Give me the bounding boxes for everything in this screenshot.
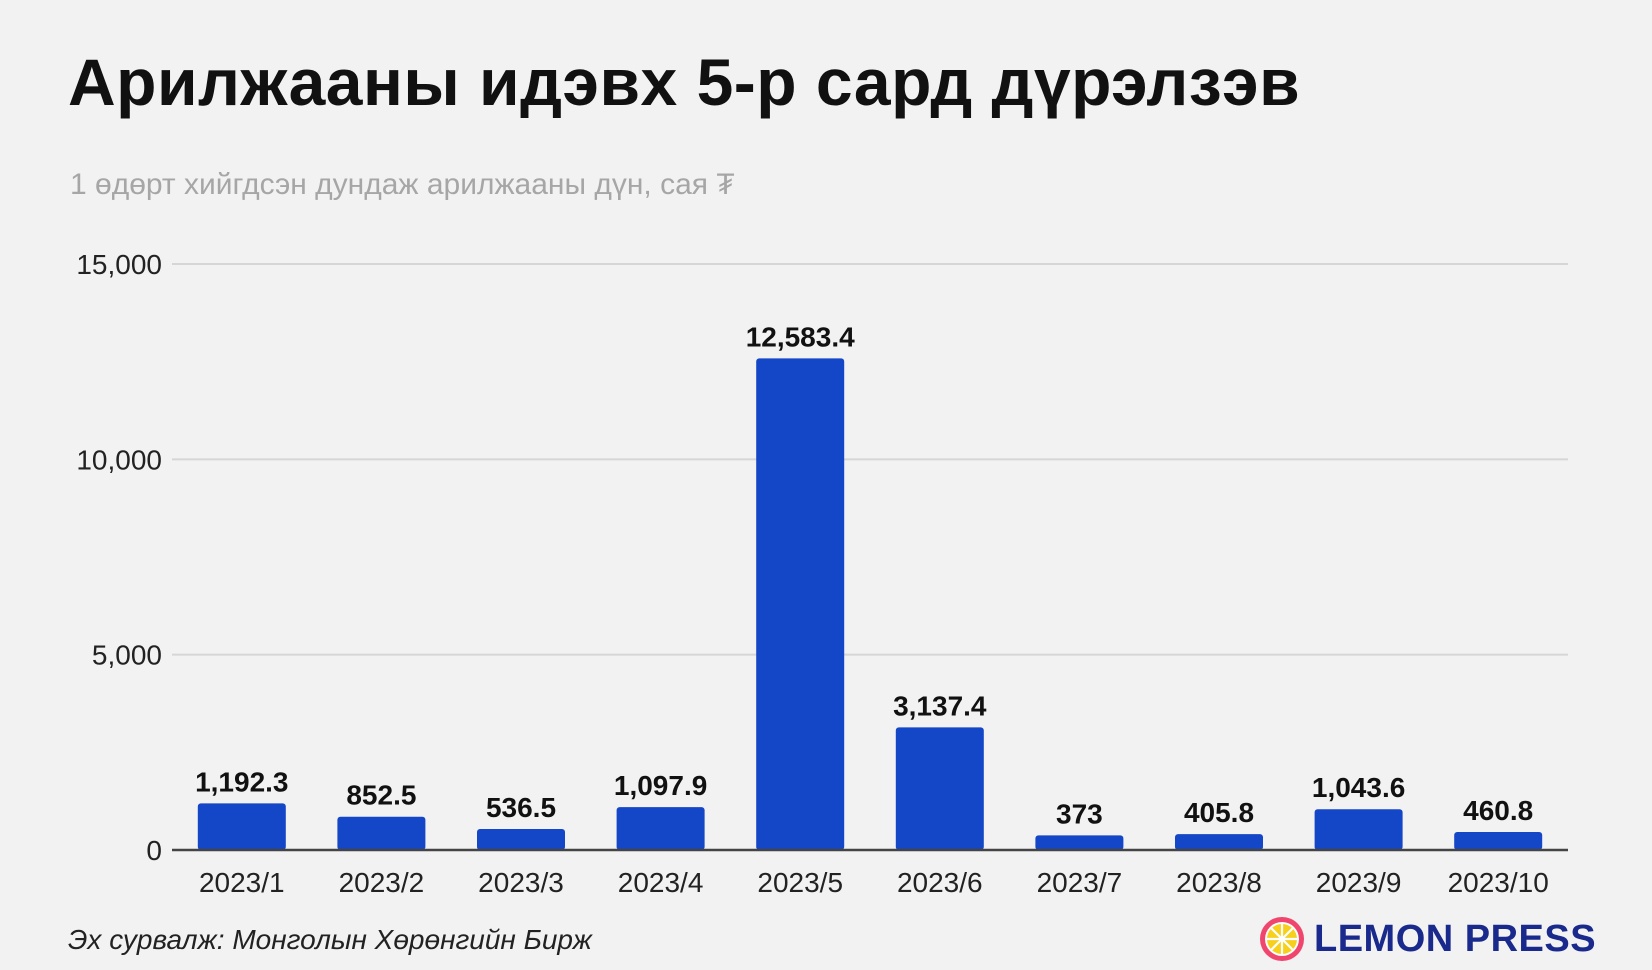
data-label: 1,043.6	[1312, 772, 1405, 803]
data-label: 460.8	[1463, 795, 1533, 826]
bar	[895, 727, 984, 850]
source-note: Эх сурвалж: Монголын Хөрөнгийн Бирж	[68, 924, 592, 955]
brand-name: LEMON PRESS	[1314, 917, 1597, 960]
x-tick-label: 2023/2	[339, 867, 425, 898]
bar	[756, 358, 845, 850]
bar	[1035, 835, 1124, 850]
chart-title: Арилжааны идэвх 5-р сард дүрэлзэв	[68, 45, 1301, 119]
data-label: 405.8	[1184, 797, 1254, 828]
bar	[1454, 831, 1543, 850]
x-tick-label: 2023/1	[199, 867, 285, 898]
bar	[616, 807, 705, 850]
x-tick-label: 2023/4	[618, 867, 704, 898]
data-label: 536.5	[486, 792, 556, 823]
y-tick-label: 10,000	[76, 444, 162, 475]
y-tick-label: 15,000	[76, 249, 162, 280]
data-label: 3,137.4	[893, 690, 987, 721]
data-label: 373	[1056, 798, 1103, 829]
data-label: 1,097.9	[614, 770, 707, 801]
data-label: 12,583.4	[746, 321, 855, 352]
data-label: 852.5	[346, 780, 416, 811]
bar-chart: 0 5,000 10,000 15,000 1,192.3 2023/1 852.5 2023…	[76, 249, 1568, 898]
y-tick-label: 5,000	[92, 640, 162, 671]
lemon-slice-icon	[1260, 917, 1304, 961]
y-tick-label: 0	[146, 835, 162, 866]
x-tick-label: 2023/7	[1037, 867, 1123, 898]
bar	[1175, 834, 1263, 850]
bar	[337, 816, 426, 850]
bar	[197, 803, 286, 850]
x-tick-label: 2023/3	[478, 867, 564, 898]
x-tick-label: 2023/9	[1316, 867, 1402, 898]
x-tick-label: 2023/8	[1176, 867, 1262, 898]
brand-logo-block: LEMON PRESS	[1258, 915, 1596, 963]
bar	[1314, 809, 1403, 850]
bar	[477, 829, 565, 850]
data-label: 1,192.3	[195, 766, 288, 797]
chart-subtitle: 1 өдөрт хийгдсэн дундаж арилжааны дүн, с…	[70, 168, 735, 201]
x-tick-label: 2023/10	[1448, 867, 1549, 898]
x-tick-label: 2023/5	[757, 867, 843, 898]
x-tick-label: 2023/6	[897, 867, 983, 898]
